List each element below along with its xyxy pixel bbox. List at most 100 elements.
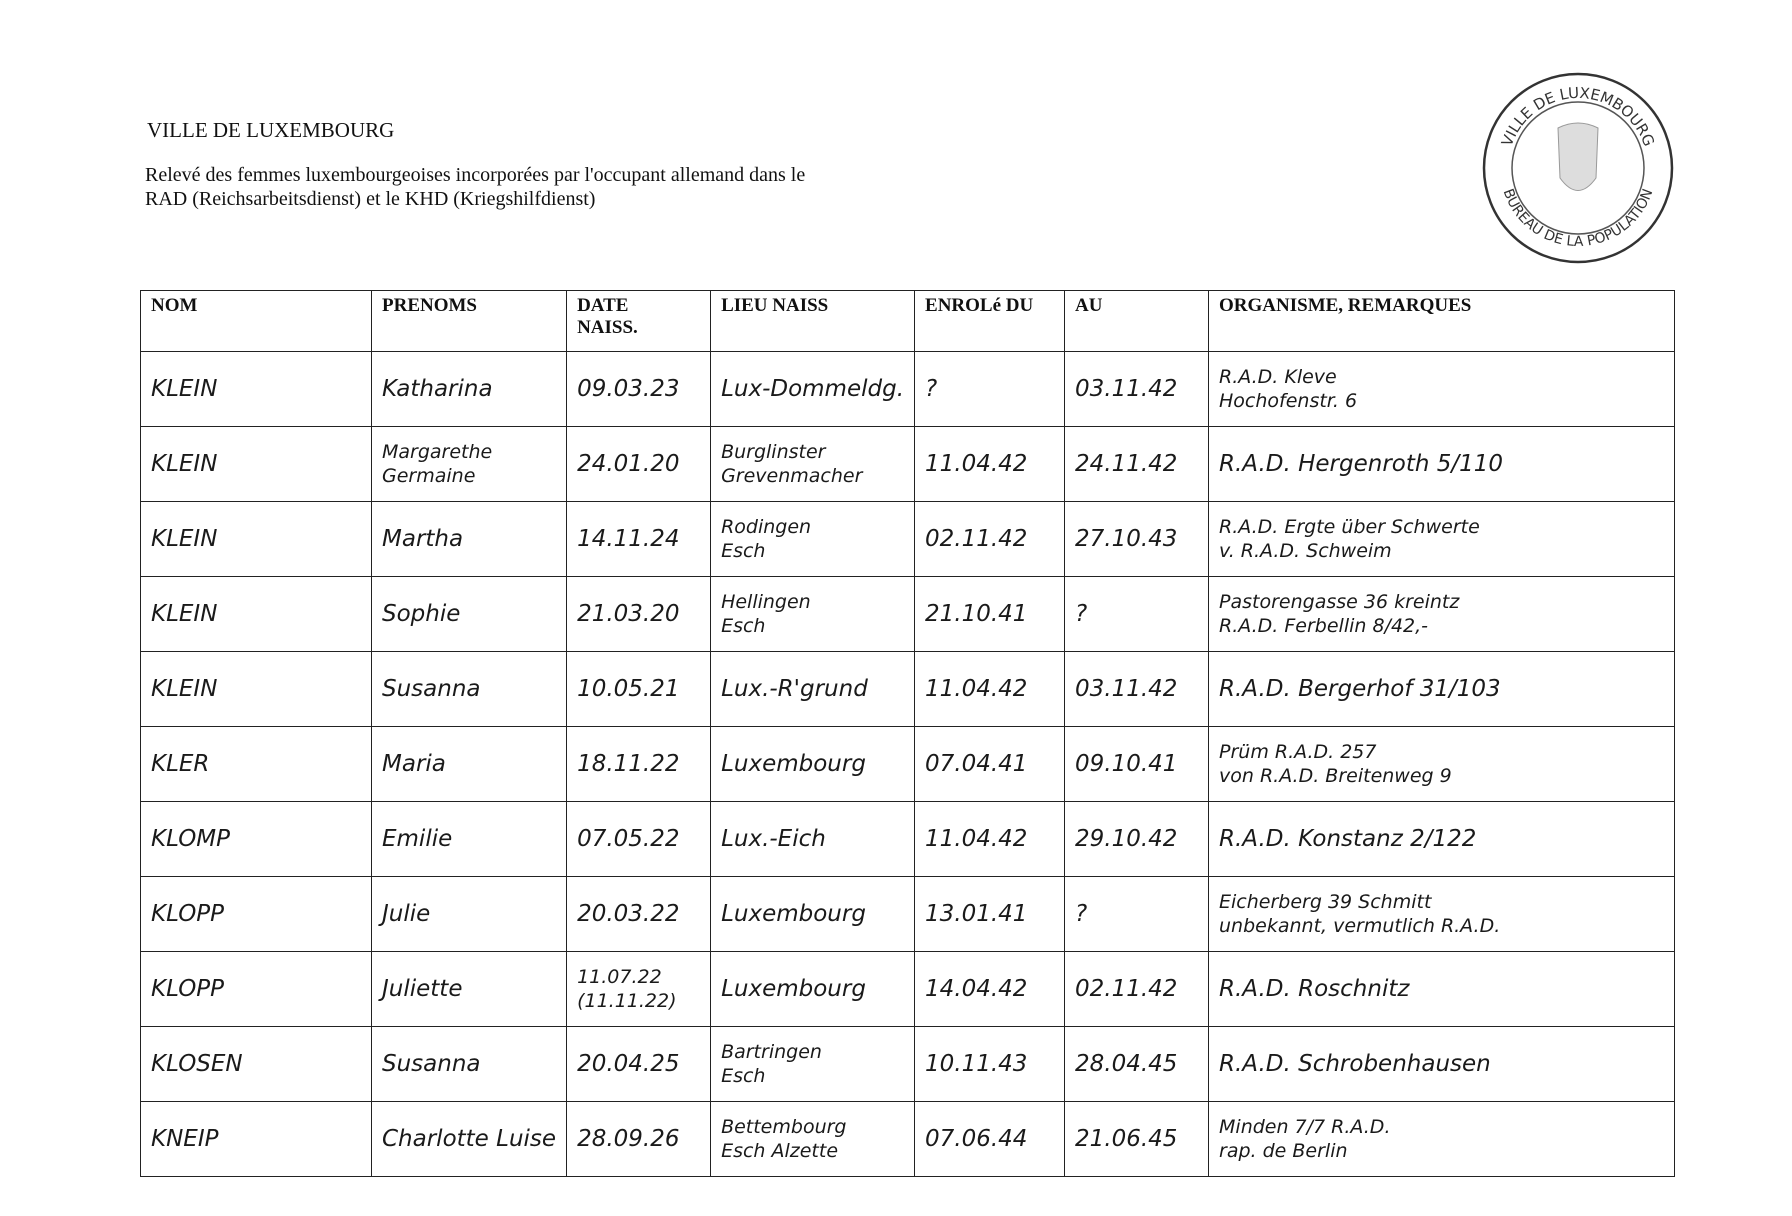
cell-line: KLEIN <box>151 376 218 402</box>
table-cell: Luxembourg <box>710 726 916 802</box>
cell-line: 09.03.23 <box>577 376 680 402</box>
table-cell: KLEIN <box>140 651 372 727</box>
cell-line: 07.04.41 <box>925 751 1028 777</box>
cell-line: 10.11.43 <box>925 1051 1028 1077</box>
table-row: KLOSEN Susanna 20.04.25 Bartringen Esch 10.11… <box>140 1026 1676 1102</box>
table-cell: 10.11.43 <box>914 1026 1066 1102</box>
cell-line: Esch <box>721 540 766 562</box>
cell-line: KLEIN <box>151 526 218 552</box>
table-cell: Martha <box>370 501 568 577</box>
table-cell: KLEIN <box>140 426 372 502</box>
table-cell: 20.03.22 <box>566 876 712 952</box>
table-cell: 03.11.42 <box>1064 351 1210 427</box>
cell-line: 11.04.42 <box>925 826 1028 852</box>
table-cell: Maria <box>370 726 568 802</box>
cell-line: Hellingen <box>721 591 811 613</box>
table-cell: Sophie <box>370 576 568 652</box>
table-row: KLOPP Juliette 11.07.22 (11.11.22) Luxembour… <box>140 951 1676 1027</box>
cell-line: Minden 7/7 R.A.D. <box>1219 1116 1391 1138</box>
table-cell: Hellingen Esch <box>710 576 916 652</box>
cell-line: Margarethe <box>382 441 493 463</box>
table-cell: Susanna <box>370 651 568 727</box>
cell-line: Pastorengasse 36 kreintz <box>1219 591 1460 613</box>
cell-line: Germaine <box>382 465 476 487</box>
cell-line: 21.10.41 <box>925 601 1028 627</box>
table-cell: 28.09.26 <box>566 1101 712 1177</box>
cell-line: KLOSEN <box>151 1051 243 1077</box>
table-cell: R.A.D. Hergenroth 5/110 <box>1208 426 1676 502</box>
cell-line: NAISS. <box>577 317 638 338</box>
table-row: KLEIN Martha 14.11.24 Rodingen Esch 02.11.42 2… <box>140 501 1676 577</box>
cell-line: Maria <box>382 751 446 777</box>
cell-line: Julie <box>382 901 431 927</box>
table-cell: 09.10.41 <box>1064 726 1210 802</box>
table-cell: 29.10.42 <box>1064 801 1210 877</box>
table-cell: 14.11.24 <box>566 501 712 577</box>
cell-line: LIEU NAISS <box>721 295 829 316</box>
cell-line: (11.11.22) <box>577 990 677 1012</box>
table-row: KLEIN Susanna 10.05.21 Lux.-R'grund 11.04.42… <box>140 651 1676 727</box>
table-cell: 11.07.22 (11.11.22) <box>566 951 712 1027</box>
cell-line: v. R.A.D. Schweim <box>1219 540 1392 562</box>
column-header: NOM <box>140 290 372 352</box>
cell-line: rap. de Berlin <box>1219 1140 1348 1162</box>
cell-line: R.A.D. Ergte über Schwerte <box>1219 516 1480 538</box>
cell-line: ? <box>925 376 938 402</box>
cell-line: R.A.D. Konstanz 2/122 <box>1219 826 1477 852</box>
cell-line: 20.03.22 <box>577 901 680 927</box>
description-line: RAD (Reichsarbeitsdienst) et le KHD (Kri… <box>145 188 596 210</box>
table-cell: Pastorengasse 36 kreintz R.A.D. Ferbellin… <box>1208 576 1676 652</box>
table-cell: Rodingen Esch <box>710 501 916 577</box>
cell-line: R.A.D. Roschnitz <box>1219 976 1410 1002</box>
cell-line: Grevenmacher <box>721 465 863 487</box>
cell-line: Luxembourg <box>721 901 866 927</box>
table-cell: R.A.D. Roschnitz <box>1208 951 1676 1027</box>
cell-line: NOM <box>151 295 198 316</box>
cell-line: Sophie <box>382 601 461 627</box>
cell-line: Eicherberg 39 Schmitt <box>1219 891 1432 913</box>
description: Relevé des femmes luxembourgeoises incor… <box>145 163 805 211</box>
table-cell: Julie <box>370 876 568 952</box>
table-cell: R.A.D. Schrobenhausen <box>1208 1026 1676 1102</box>
table-cell: Prüm R.A.D. 257 von R.A.D. Breitenweg 9 <box>1208 726 1676 802</box>
table-cell: 09.03.23 <box>566 351 712 427</box>
table-cell: R.A.D. Bergerhof 31/103 <box>1208 651 1676 727</box>
table-cell: KNEIP <box>140 1101 372 1177</box>
cell-line: 14.11.24 <box>577 526 680 552</box>
table-cell: KLOMP <box>140 801 372 877</box>
cell-line: 28.04.45 <box>1075 1051 1178 1077</box>
cell-line: KLEIN <box>151 451 218 477</box>
cell-line: Rodingen <box>721 516 812 538</box>
cell-line: Esch <box>721 615 766 637</box>
table-cell: 07.05.22 <box>566 801 712 877</box>
cell-line: R.A.D. Ferbellin 8/42,- <box>1219 615 1429 637</box>
table-cell: 02.11.42 <box>914 501 1066 577</box>
table-cell: 11.04.42 <box>914 801 1066 877</box>
table-cell: 11.04.42 <box>914 426 1066 502</box>
table-cell: Burglinster Grevenmacher <box>710 426 916 502</box>
table-cell: Minden 7/7 R.A.D. rap. de Berlin <box>1208 1101 1676 1177</box>
table-row: KLEIN Margarethe Germaine 24.01.20 Burglinst… <box>140 426 1676 502</box>
table-cell: Juliette <box>370 951 568 1027</box>
cell-line: Katharina <box>382 376 493 402</box>
cell-line: 11.04.42 <box>925 676 1028 702</box>
table-cell: Bartringen Esch <box>710 1026 916 1102</box>
table-cell: 03.11.42 <box>1064 651 1210 727</box>
cell-line: Burglinster <box>721 441 826 463</box>
cell-line: KLEIN <box>151 676 218 702</box>
table-cell: KLER <box>140 726 372 802</box>
cell-line: Luxembourg <box>721 751 866 777</box>
cell-line: 29.10.42 <box>1075 826 1178 852</box>
cell-line: Susanna <box>382 676 481 702</box>
table-cell: Eicherberg 39 Schmitt unbekannt, vermutli… <box>1208 876 1676 952</box>
table-row: KLOPP Julie 20.03.22 Luxembourg 13.01.41? Eic… <box>140 876 1676 952</box>
cell-line: Lux.-R'grund <box>721 676 868 702</box>
table-cell: KLEIN <box>140 576 372 652</box>
cell-line: von R.A.D. Breitenweg 9 <box>1219 765 1452 787</box>
table-cell: 21.03.20 <box>566 576 712 652</box>
cell-line: Bettembourg <box>721 1116 847 1138</box>
table-cell: 13.01.41 <box>914 876 1066 952</box>
table-cell: ? <box>1064 876 1210 952</box>
cell-line: KLOPP <box>151 901 225 927</box>
header-row: NOM PRENOMS DATE NAISS. LIEU NAISS ENROLé DU A… <box>140 290 1676 352</box>
